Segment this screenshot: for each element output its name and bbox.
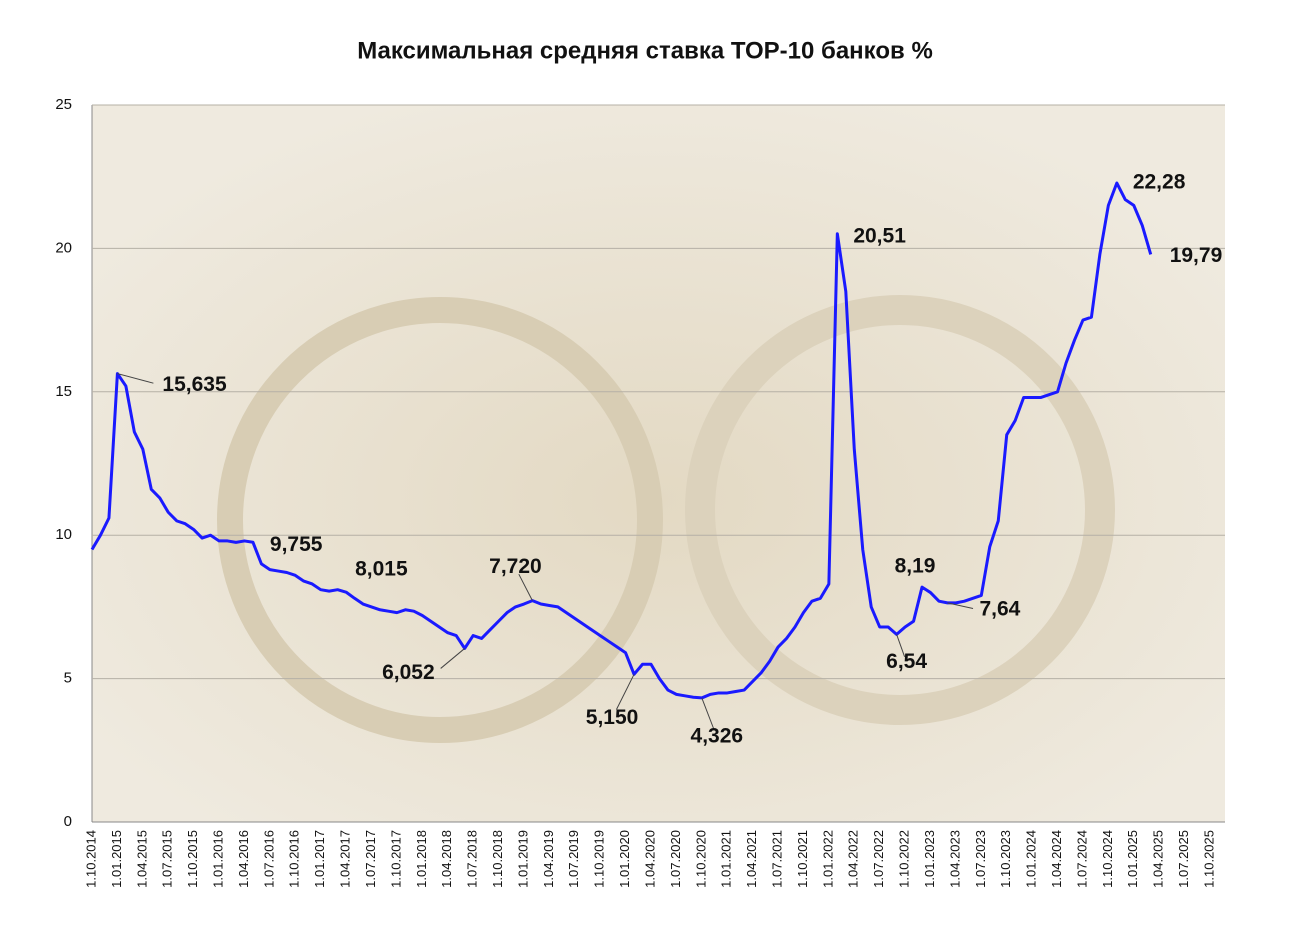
x-tick-label: 1.07.2025 bbox=[1176, 830, 1191, 888]
leader-line bbox=[117, 373, 154, 384]
x-tick-label: 1.10.2017 bbox=[388, 830, 403, 888]
x-tick-label: 1.04.2025 bbox=[1151, 830, 1166, 888]
x-tick-label: 1.04.2021 bbox=[744, 830, 759, 888]
x-tick-label: 1.10.2025 bbox=[1201, 830, 1216, 888]
x-tick-label: 1.04.2015 bbox=[134, 830, 149, 888]
x-tick-label: 1.01.2022 bbox=[820, 830, 835, 888]
x-tick-label: 1.01.2017 bbox=[312, 830, 327, 888]
x-tick-label: 1.07.2015 bbox=[160, 830, 175, 888]
y-tick-label: 25 bbox=[55, 96, 72, 113]
x-tick-label: 1.04.2020 bbox=[642, 830, 657, 888]
x-tick-label: 1.10.2019 bbox=[592, 830, 607, 888]
line bbox=[90, 181, 1153, 700]
x-tick-label: 1.07.2021 bbox=[769, 830, 784, 888]
x-tick-label: 1.04.2019 bbox=[541, 830, 556, 888]
x-tick-label: 1.04.2016 bbox=[236, 830, 251, 888]
x-tick-label: 1.04.2018 bbox=[439, 830, 454, 888]
x-tick-label: 1.10.2015 bbox=[185, 830, 200, 888]
x-tick-label: 1.10.2020 bbox=[693, 830, 708, 888]
value-label: 9,755 bbox=[270, 533, 323, 556]
y-tick-label: 0 bbox=[64, 813, 72, 830]
x-tick-label: 1.10.2014 bbox=[83, 830, 98, 888]
x-tick-label: 1.01.2021 bbox=[719, 830, 734, 888]
leader-line bbox=[701, 697, 715, 730]
value-label: 22,28 bbox=[1133, 171, 1186, 194]
value-label: 8,19 bbox=[895, 555, 936, 578]
x-tick-label: 1.07.2022 bbox=[871, 830, 886, 888]
x-tick-label: 1.07.2024 bbox=[1074, 830, 1089, 888]
x-tick-label: 1.07.2016 bbox=[261, 830, 276, 888]
value-label: 19,79 bbox=[1170, 244, 1223, 267]
background-vault bbox=[217, 297, 663, 743]
x-tick-label: 1.01.2018 bbox=[414, 830, 429, 888]
x-tick-label: 1.07.2020 bbox=[668, 830, 683, 888]
x-tick-label: 1.10.2016 bbox=[287, 830, 302, 888]
x-tick-label: 1.07.2023 bbox=[973, 830, 988, 888]
x-tick-label: 1.10.2024 bbox=[1100, 830, 1115, 888]
value-label: 15,635 bbox=[162, 373, 227, 396]
x-tick-label: 1.01.2020 bbox=[617, 830, 632, 888]
y-tick-label: 20 bbox=[55, 239, 72, 256]
leader-line bbox=[518, 573, 533, 601]
leader-line bbox=[947, 602, 974, 609]
x-tick-label: 1.01.2016 bbox=[210, 830, 225, 888]
x-tick-label: 1.04.2023 bbox=[947, 830, 962, 888]
chart-title: Максимальная средняя ставка ТОР-10 банко… bbox=[357, 37, 933, 64]
x-tick-label: 1.10.2018 bbox=[490, 830, 505, 888]
x-tick-label: 1.01.2023 bbox=[922, 830, 937, 888]
value-label: 8,015 bbox=[355, 558, 408, 581]
x-tick-label: 1.10.2023 bbox=[998, 830, 1013, 888]
value-label: 6,052 bbox=[382, 661, 435, 684]
value-label: 5,150 bbox=[586, 706, 639, 729]
value-label: 7,720 bbox=[489, 555, 542, 578]
x-tick-label: 1.01.2024 bbox=[1024, 830, 1039, 888]
x-tick-label: 1.01.2019 bbox=[515, 830, 530, 888]
y-tick-label: 10 bbox=[55, 526, 72, 543]
value-label: 6,54 bbox=[886, 650, 927, 673]
value-label: 4,326 bbox=[691, 724, 744, 747]
y-tick-label: 5 bbox=[64, 670, 72, 687]
x-tick-label: 1.01.2025 bbox=[1125, 830, 1140, 888]
x-tick-label: 1.07.2017 bbox=[363, 830, 378, 888]
x-tick-label: 1.10.2022 bbox=[897, 830, 912, 888]
plot-background bbox=[92, 105, 1225, 822]
leader-line bbox=[440, 648, 465, 669]
value-label: 20,51 bbox=[853, 224, 906, 247]
value-label: 7,64 bbox=[979, 597, 1020, 620]
background-vault bbox=[685, 295, 1115, 725]
leader-line bbox=[896, 634, 906, 658]
x-tick-label: 1.04.2024 bbox=[1049, 830, 1064, 888]
y-tick-label: 15 bbox=[55, 383, 72, 400]
x-tick-label: 1.10.2021 bbox=[795, 830, 810, 888]
x-tick-label: 1.04.2022 bbox=[846, 830, 861, 888]
x-tick-label: 1.04.2017 bbox=[338, 830, 353, 888]
x-tick-label: 1.01.2015 bbox=[109, 830, 124, 888]
x-tick-label: 1.07.2019 bbox=[566, 830, 581, 888]
leader-line bbox=[616, 674, 635, 710]
x-tick-label: 1.07.2018 bbox=[465, 830, 480, 888]
